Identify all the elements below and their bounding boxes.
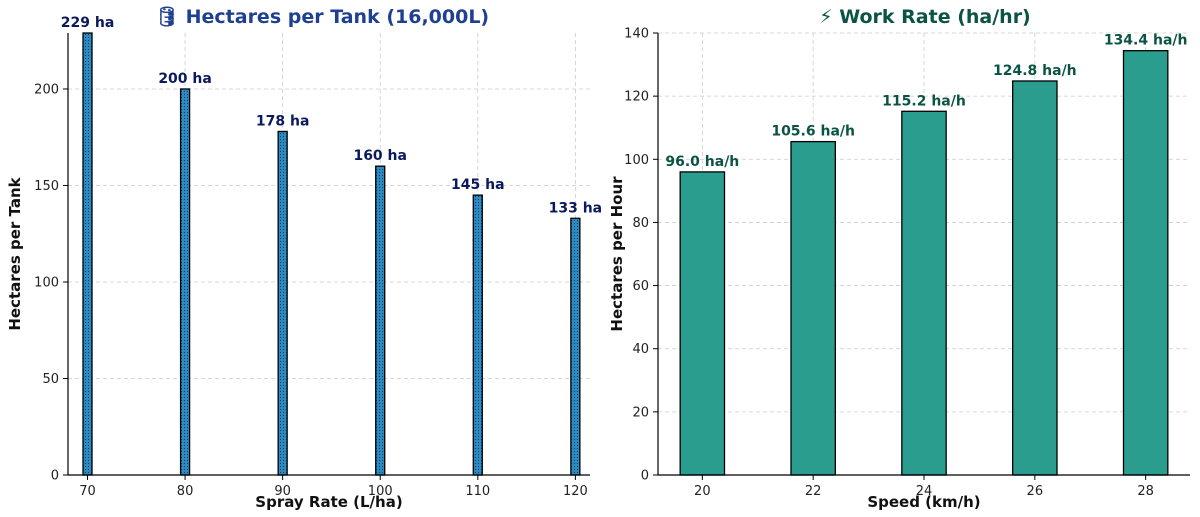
data-label: 178 ha xyxy=(256,113,310,129)
bar xyxy=(570,217,581,476)
bar xyxy=(179,88,191,476)
bar xyxy=(790,140,836,476)
bar xyxy=(375,165,386,476)
y-tick-label: 0 xyxy=(641,469,649,484)
data-label: 96.0 ha/h xyxy=(665,154,739,170)
y-tick-label: 0 xyxy=(51,469,59,484)
y-tick-label: 140 xyxy=(624,27,649,42)
chart-title: ⚡ Work Rate (ha/hr) xyxy=(819,6,1031,28)
x-tick-label: 22 xyxy=(805,484,822,499)
y-tick-label: 100 xyxy=(34,275,59,290)
data-label: 133 ha xyxy=(549,200,603,216)
bar xyxy=(277,130,288,476)
data-label: 115.2 ha/h xyxy=(882,93,966,109)
x-tick-label: 100 xyxy=(368,484,393,499)
y-tick-label: 20 xyxy=(632,405,649,420)
x-tick-label: 120 xyxy=(563,484,588,499)
y-tick-label: 80 xyxy=(632,216,649,231)
data-label: 124.8 ha/h xyxy=(993,63,1077,79)
data-label: 229 ha xyxy=(61,15,115,31)
y-tick-label: 50 xyxy=(42,372,59,387)
y-tick-label: 40 xyxy=(632,342,649,357)
y-tick-label: 150 xyxy=(34,179,59,194)
x-tick-label: 20 xyxy=(694,484,711,499)
data-label: 134.4 ha/h xyxy=(1104,33,1188,49)
x-tick-label: 26 xyxy=(1027,484,1044,499)
bar xyxy=(1012,80,1058,476)
x-tick-label: 110 xyxy=(465,484,490,499)
x-axis-label: Spray Rate (L/ha) xyxy=(255,493,402,511)
x-tick-label: 24 xyxy=(916,484,933,499)
chart-title: 🛢 Hectares per Tank (16,000L) xyxy=(155,6,489,28)
y-tick-label: 60 xyxy=(632,279,649,294)
y-axis-label: Hectares per Hour xyxy=(608,176,626,332)
x-axis-label: Speed (km/h) xyxy=(867,493,980,511)
x-tick-label: 80 xyxy=(177,484,194,499)
x-tick-label: 90 xyxy=(274,484,291,499)
bar xyxy=(1122,50,1169,476)
bar xyxy=(901,110,947,476)
bar xyxy=(82,32,93,476)
x-tick-label: 70 xyxy=(79,484,96,499)
bar xyxy=(472,194,483,476)
y-tick-label: 200 xyxy=(34,82,59,97)
data-label: 200 ha xyxy=(158,71,212,87)
bar xyxy=(679,171,726,476)
data-label: 145 ha xyxy=(451,177,505,193)
y-axis-label: Hectares per Tank xyxy=(6,176,24,330)
data-label: 105.6 ha/h xyxy=(771,124,855,140)
y-tick-label: 100 xyxy=(624,153,649,168)
y-tick-label: 120 xyxy=(624,90,649,105)
x-tick-label: 28 xyxy=(1137,484,1154,499)
data-label: 160 ha xyxy=(353,148,407,164)
